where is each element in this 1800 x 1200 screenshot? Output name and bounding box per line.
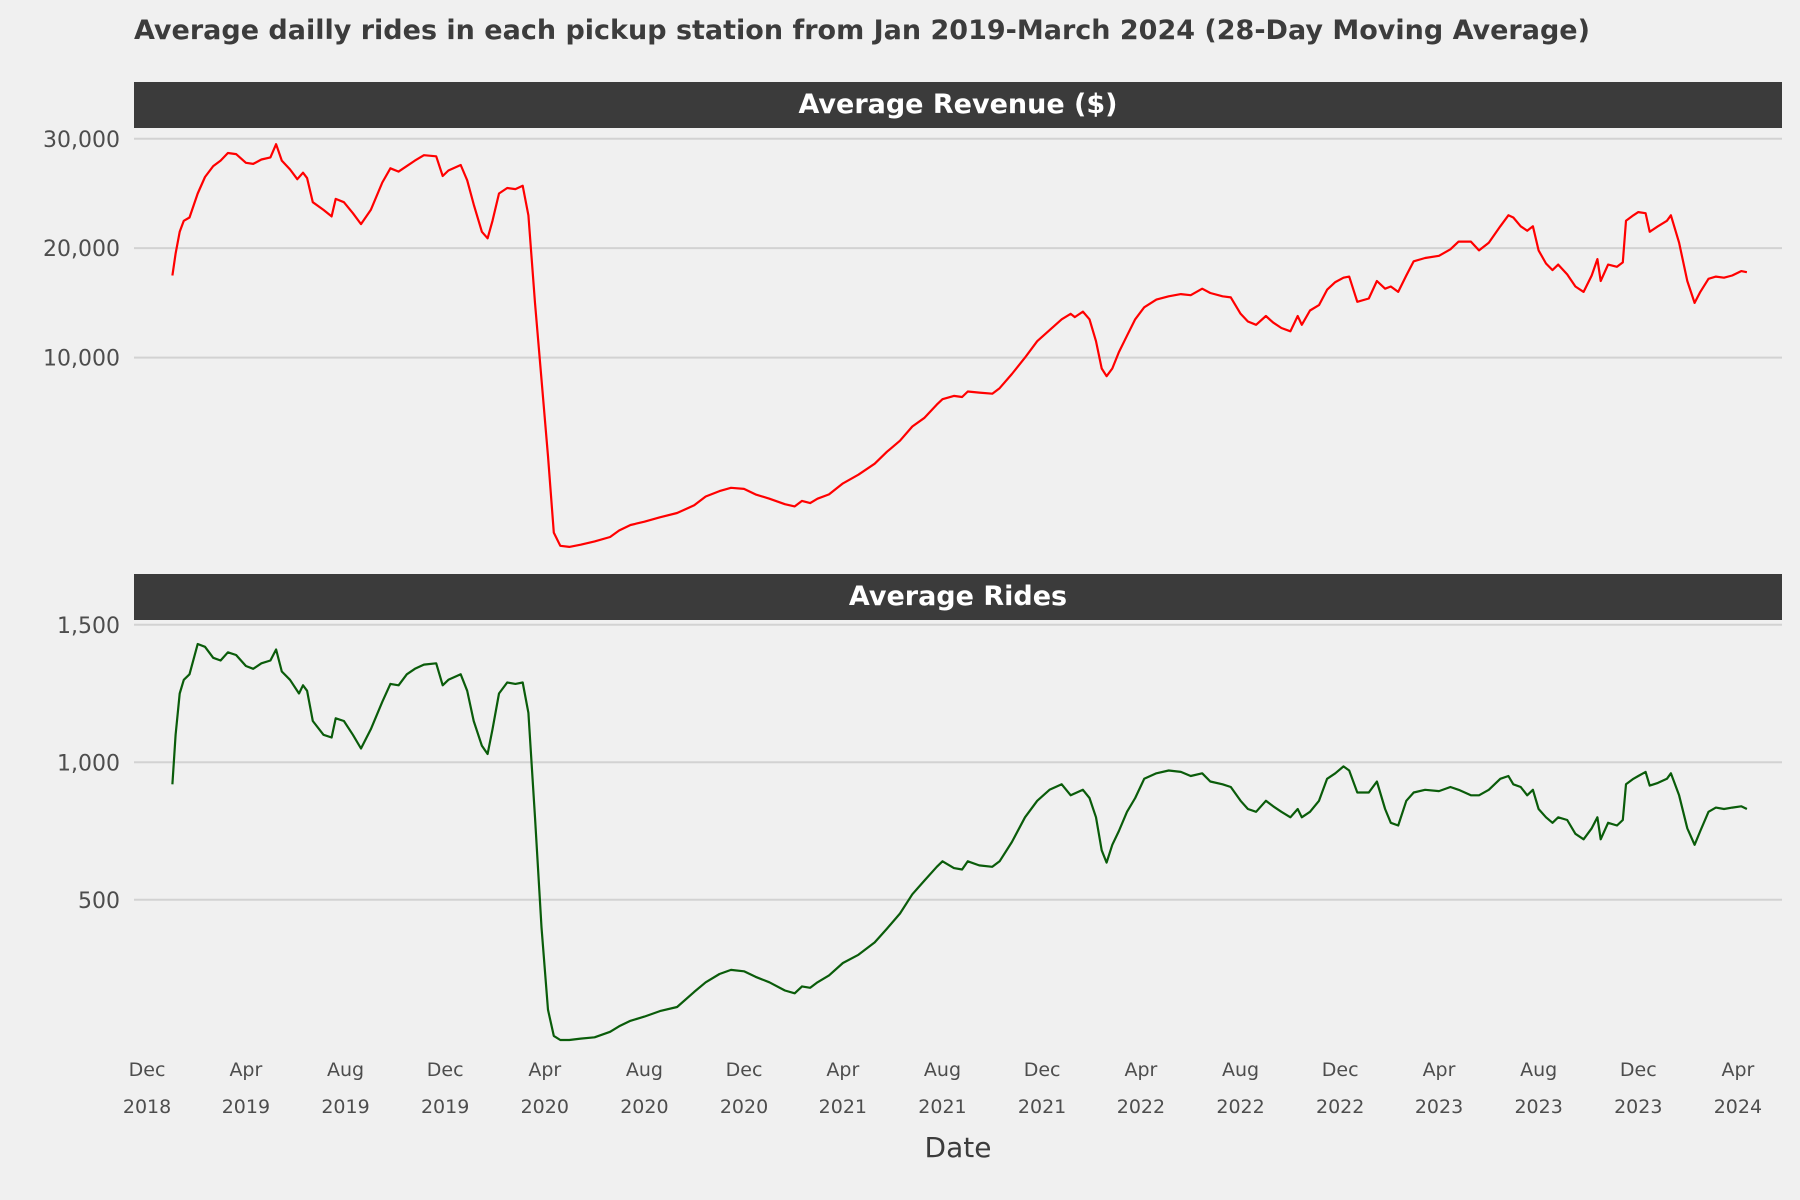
x-axis-ticks: Dec 2018 Apr 2019 Aug 2019 Dec 2019 Apr 2020 Aug 20… [123,1059,1762,1118]
x-tick-year: 2021 [1018,1096,1066,1118]
x-tick-year: 2022 [1216,1096,1264,1118]
y-tick-label: 500 [78,889,120,914]
x-tick-year: 2020 [720,1096,768,1118]
revenue-strip-label: Average Revenue ($) [798,89,1117,120]
x-tick-month: Apr [1124,1059,1157,1081]
y-tick-label: 20,000 [43,237,120,262]
y-tick-label: 10,000 [43,347,120,372]
x-tick-month: Aug [1222,1059,1259,1081]
x-tick-year: 2024 [1714,1096,1762,1118]
rides-series-line [171,642,1748,1042]
x-tick-year: 2022 [1117,1096,1165,1118]
x-tick-year: 2020 [521,1096,569,1118]
x-tick-month: Aug [924,1059,961,1081]
revenue-gridlines [134,137,1782,359]
revenue-y-axis: 10,000 20,000 30,000 [43,128,120,372]
x-tick-month: Apr [528,1059,561,1081]
x-tick-month: Apr [229,1059,262,1081]
x-tick-month: Apr [1721,1059,1754,1081]
x-tick-month: Apr [1423,1059,1456,1081]
x-tick-month: Dec [129,1059,166,1081]
rides-y-axis: 500 1,000 1,500 [57,614,120,914]
x-tick-year: 2021 [819,1096,867,1118]
y-tick-label: 1,000 [57,751,120,776]
y-tick-label: 30,000 [43,128,120,153]
x-tick-year: 2022 [1316,1096,1364,1118]
revenue-series-line [171,143,1748,548]
y-tick-label: 1,500 [57,614,120,639]
x-tick-month: Dec [726,1059,763,1081]
rides-strip [134,574,1782,620]
x-tick-year: 2018 [123,1096,171,1118]
revenue-panel: Average Revenue ($) 10,000 20,000 30,000 [43,82,1782,548]
x-tick-month: Apr [826,1059,859,1081]
rides-strip-label: Average Rides [849,581,1067,612]
x-tick-month: Dec [1024,1059,1061,1081]
x-tick-month: Dec [1322,1059,1359,1081]
x-tick-month: Dec [1620,1059,1657,1081]
revenue-strip [134,82,1782,128]
x-axis-label: Date [925,1131,992,1164]
rides-gridlines [134,623,1782,901]
x-tick-month: Aug [327,1059,364,1081]
x-tick-year: 2023 [1415,1096,1463,1118]
rides-panel: Average Rides 500 1,000 1,500 [57,574,1782,1042]
x-tick-month: Dec [427,1059,464,1081]
x-tick-year: 2023 [1614,1096,1662,1118]
x-tick-year: 2023 [1514,1096,1562,1118]
x-tick-year: 2019 [421,1096,469,1118]
chart-title: Average dailly rides in each pickup stat… [134,15,1590,46]
x-tick-month: Aug [1520,1059,1557,1081]
x-tick-year: 2021 [918,1096,966,1118]
x-tick-year: 2019 [321,1096,369,1118]
x-tick-year: 2020 [620,1096,668,1118]
x-tick-year: 2019 [222,1096,270,1118]
x-tick-month: Aug [626,1059,663,1081]
